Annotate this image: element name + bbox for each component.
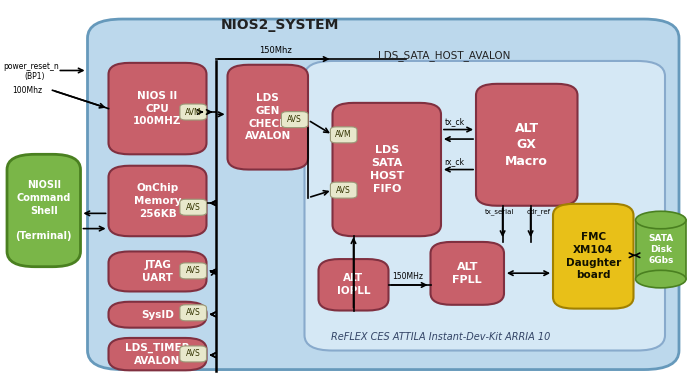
- Text: LDS_TIMER
AVALON: LDS_TIMER AVALON: [125, 343, 190, 366]
- FancyBboxPatch shape: [108, 251, 206, 291]
- FancyBboxPatch shape: [108, 166, 206, 236]
- FancyBboxPatch shape: [430, 242, 504, 305]
- Text: cdr_ref: cdr_ref: [527, 208, 551, 215]
- Text: NIOS II
CPU
100MHZ: NIOS II CPU 100MHZ: [133, 91, 182, 126]
- Text: AVS: AVS: [186, 349, 201, 359]
- FancyBboxPatch shape: [108, 63, 206, 154]
- Text: 150MHz: 150MHz: [392, 272, 423, 281]
- FancyBboxPatch shape: [180, 104, 206, 120]
- Text: rx_ck: rx_ck: [444, 157, 465, 166]
- FancyBboxPatch shape: [332, 103, 441, 236]
- FancyBboxPatch shape: [636, 220, 686, 279]
- Text: tx_ck: tx_ck: [444, 117, 465, 126]
- Text: 100Mhz: 100Mhz: [13, 86, 43, 95]
- Text: ALT
GX
Macro: ALT GX Macro: [505, 122, 548, 168]
- Text: AVS: AVS: [186, 203, 201, 212]
- FancyBboxPatch shape: [180, 305, 206, 321]
- Text: SATA
Disk
6Gbs: SATA Disk 6Gbs: [648, 234, 673, 265]
- Text: JTAG
UART: JTAG UART: [142, 260, 173, 283]
- Text: AVS: AVS: [186, 266, 201, 275]
- FancyBboxPatch shape: [180, 199, 206, 215]
- Text: NIOSII
Command
Shell

(Terminal): NIOSII Command Shell (Terminal): [15, 180, 72, 241]
- Text: ReFLEX CES ATTILA Instant-Dev-Kit ARRIA 10: ReFLEX CES ATTILA Instant-Dev-Kit ARRIA …: [331, 332, 551, 342]
- Text: AVS: AVS: [287, 115, 302, 124]
- FancyBboxPatch shape: [228, 65, 308, 170]
- Text: tx_serial: tx_serial: [485, 208, 514, 215]
- Text: power_reset_n: power_reset_n: [4, 62, 60, 71]
- Text: FMC
XM104
Daughter
board: FMC XM104 Daughter board: [566, 232, 621, 280]
- Text: OnChip
Memory
256KB: OnChip Memory 256KB: [134, 183, 181, 219]
- Text: LDS
SATA
HOST
FIFO: LDS SATA HOST FIFO: [370, 145, 404, 194]
- FancyBboxPatch shape: [476, 84, 578, 206]
- Text: LDS
GEN
CHECK
AVALON: LDS GEN CHECK AVALON: [244, 93, 291, 141]
- Text: NIOS2_SYSTEM: NIOS2_SYSTEM: [220, 18, 340, 32]
- FancyBboxPatch shape: [330, 127, 357, 143]
- FancyBboxPatch shape: [304, 61, 665, 351]
- FancyBboxPatch shape: [281, 112, 308, 128]
- FancyBboxPatch shape: [88, 19, 679, 370]
- Ellipse shape: [636, 211, 686, 229]
- Text: 150Mhz: 150Mhz: [259, 46, 292, 55]
- Text: LDS_SATA_HOST_AVALON: LDS_SATA_HOST_AVALON: [378, 50, 511, 61]
- Text: SysID: SysID: [141, 310, 174, 320]
- Text: AVS: AVS: [336, 186, 351, 195]
- FancyBboxPatch shape: [180, 263, 206, 279]
- FancyBboxPatch shape: [330, 182, 357, 198]
- Text: AVM: AVM: [185, 107, 202, 117]
- Text: ALT
IOPLL: ALT IOPLL: [337, 274, 370, 296]
- Text: (BP1): (BP1): [25, 72, 45, 81]
- FancyBboxPatch shape: [108, 302, 206, 328]
- FancyBboxPatch shape: [180, 346, 206, 362]
- FancyBboxPatch shape: [553, 204, 634, 309]
- FancyBboxPatch shape: [318, 259, 388, 311]
- Text: ALT
FPLL: ALT FPLL: [452, 262, 482, 285]
- Ellipse shape: [636, 271, 686, 288]
- FancyBboxPatch shape: [108, 338, 206, 370]
- FancyBboxPatch shape: [7, 154, 80, 267]
- Text: AVS: AVS: [186, 308, 201, 317]
- Text: AVM: AVM: [335, 130, 352, 139]
